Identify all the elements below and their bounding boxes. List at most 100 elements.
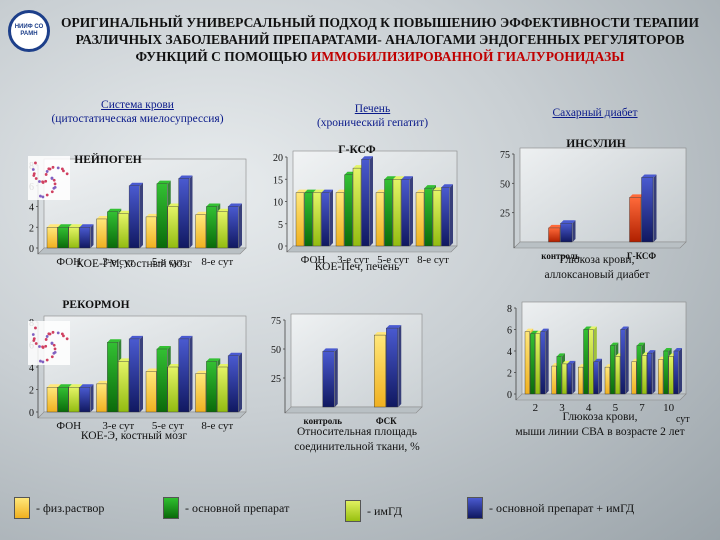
bar-top bbox=[636, 342, 645, 346]
title-highlight: ИММОБИЛИЗИРОВАННОЙ ГИАЛУРОНИДАЗЫ bbox=[310, 49, 625, 64]
y-tick-label: 6 bbox=[507, 326, 512, 337]
bar-img bbox=[118, 361, 129, 413]
bar-combo bbox=[361, 159, 370, 247]
bar-saline bbox=[96, 218, 108, 249]
bar-saline bbox=[195, 214, 207, 249]
y-tick-label: 2 bbox=[29, 223, 34, 234]
logo-text: НИИФ СО РАМН bbox=[14, 24, 44, 37]
cell-colony-icon bbox=[28, 321, 70, 365]
bar-combo bbox=[227, 355, 239, 413]
y-tick-label: 50 bbox=[500, 179, 510, 190]
y-tick-label: 5 bbox=[278, 220, 283, 231]
legend-item-img: - имГД bbox=[345, 500, 402, 522]
bar-top bbox=[96, 380, 111, 384]
bar-top bbox=[129, 335, 143, 339]
bar-img bbox=[668, 356, 674, 395]
bar-combo bbox=[322, 351, 335, 408]
bar-saline bbox=[604, 366, 610, 395]
bar-side bbox=[410, 176, 413, 246]
x-unit-label: сут bbox=[676, 414, 690, 425]
bar-img bbox=[588, 329, 594, 395]
section-blood-title: Система крови bbox=[101, 99, 174, 111]
legend-label-combo: - основной препарат + имГД bbox=[489, 500, 635, 515]
bar-top bbox=[47, 384, 61, 388]
bar-top bbox=[525, 328, 534, 332]
category-label: контроль bbox=[541, 251, 580, 261]
category-label: 5-е сут bbox=[377, 254, 409, 266]
category-label: 8-е сут bbox=[417, 254, 449, 266]
section-diabetes-header: Сахарный диабет bbox=[520, 106, 670, 120]
bar-combo bbox=[227, 206, 239, 249]
y-tick-label: 20 bbox=[273, 153, 283, 164]
bar-side bbox=[572, 360, 576, 394]
bar-side bbox=[450, 184, 453, 246]
bar-combo bbox=[641, 177, 654, 243]
bar-top bbox=[673, 348, 682, 351]
bar-saline bbox=[335, 192, 345, 247]
bar-top bbox=[79, 384, 94, 388]
bar-img bbox=[432, 190, 442, 247]
bar-top bbox=[530, 330, 539, 334]
bar-img bbox=[217, 211, 228, 249]
bar-top bbox=[228, 352, 242, 356]
bar-main bbox=[424, 187, 433, 247]
bar-combo bbox=[128, 338, 140, 413]
bar-main bbox=[663, 350, 669, 395]
bar-combo bbox=[540, 331, 546, 395]
legend-swatch-combo bbox=[467, 497, 483, 519]
bar-main bbox=[57, 387, 69, 413]
bar-saline bbox=[631, 361, 637, 395]
bar-top bbox=[57, 384, 72, 388]
bar-combo bbox=[560, 223, 573, 243]
bar-saline bbox=[195, 373, 207, 413]
bar-side bbox=[572, 220, 576, 242]
bar-top bbox=[167, 203, 182, 207]
y-tick-label: 10 bbox=[273, 198, 283, 209]
y-tick-label: 15 bbox=[273, 175, 283, 186]
bar-side bbox=[140, 182, 143, 248]
cell-colony-icon bbox=[28, 156, 70, 200]
bar-top bbox=[146, 368, 160, 372]
chart-title: НЕЙПОГЕН bbox=[74, 152, 141, 166]
bar-top bbox=[548, 224, 564, 228]
bar-saline bbox=[551, 365, 557, 395]
bar-top bbox=[195, 370, 210, 374]
bar-main bbox=[344, 174, 353, 247]
bar-side bbox=[334, 348, 338, 407]
category-label: 5 bbox=[613, 402, 619, 414]
section-blood-subtitle: (цитостатическая миелосупрессия) bbox=[51, 113, 224, 125]
bar-side bbox=[140, 335, 143, 412]
chart-title: ИНСУЛИН bbox=[566, 138, 625, 150]
bar-saline bbox=[578, 366, 584, 395]
bar-main bbox=[304, 192, 313, 247]
bar-side bbox=[599, 358, 602, 394]
bar-top bbox=[593, 358, 602, 362]
y-tick-label: 25 bbox=[271, 374, 281, 385]
bar-main bbox=[609, 345, 616, 395]
bar-side bbox=[679, 348, 682, 394]
bar-saline bbox=[524, 331, 530, 395]
category-label: контроль bbox=[304, 416, 343, 426]
legend-item-saline: - физ.раствор bbox=[14, 497, 104, 519]
bar-top bbox=[663, 348, 672, 351]
bar-top bbox=[68, 384, 83, 388]
bar-img bbox=[68, 387, 80, 413]
bar-combo bbox=[566, 363, 573, 395]
category-label: 8-е сут bbox=[201, 420, 233, 432]
bar-main bbox=[156, 183, 168, 249]
legend-item-main: - основной препарат bbox=[163, 497, 289, 519]
bar-saline bbox=[415, 192, 425, 247]
y-tick-label: 0 bbox=[278, 242, 283, 253]
bar-top bbox=[321, 189, 333, 193]
bar-top bbox=[424, 185, 436, 189]
bar-saline bbox=[145, 371, 157, 413]
bar-top bbox=[641, 174, 657, 178]
legend-item-combo: - основной препарат + имГД bbox=[467, 497, 634, 519]
x-axis-label: соединительной ткани, % bbox=[294, 441, 420, 453]
plot-floor bbox=[286, 245, 458, 253]
bar-top bbox=[441, 184, 453, 188]
bar-img bbox=[561, 363, 567, 395]
